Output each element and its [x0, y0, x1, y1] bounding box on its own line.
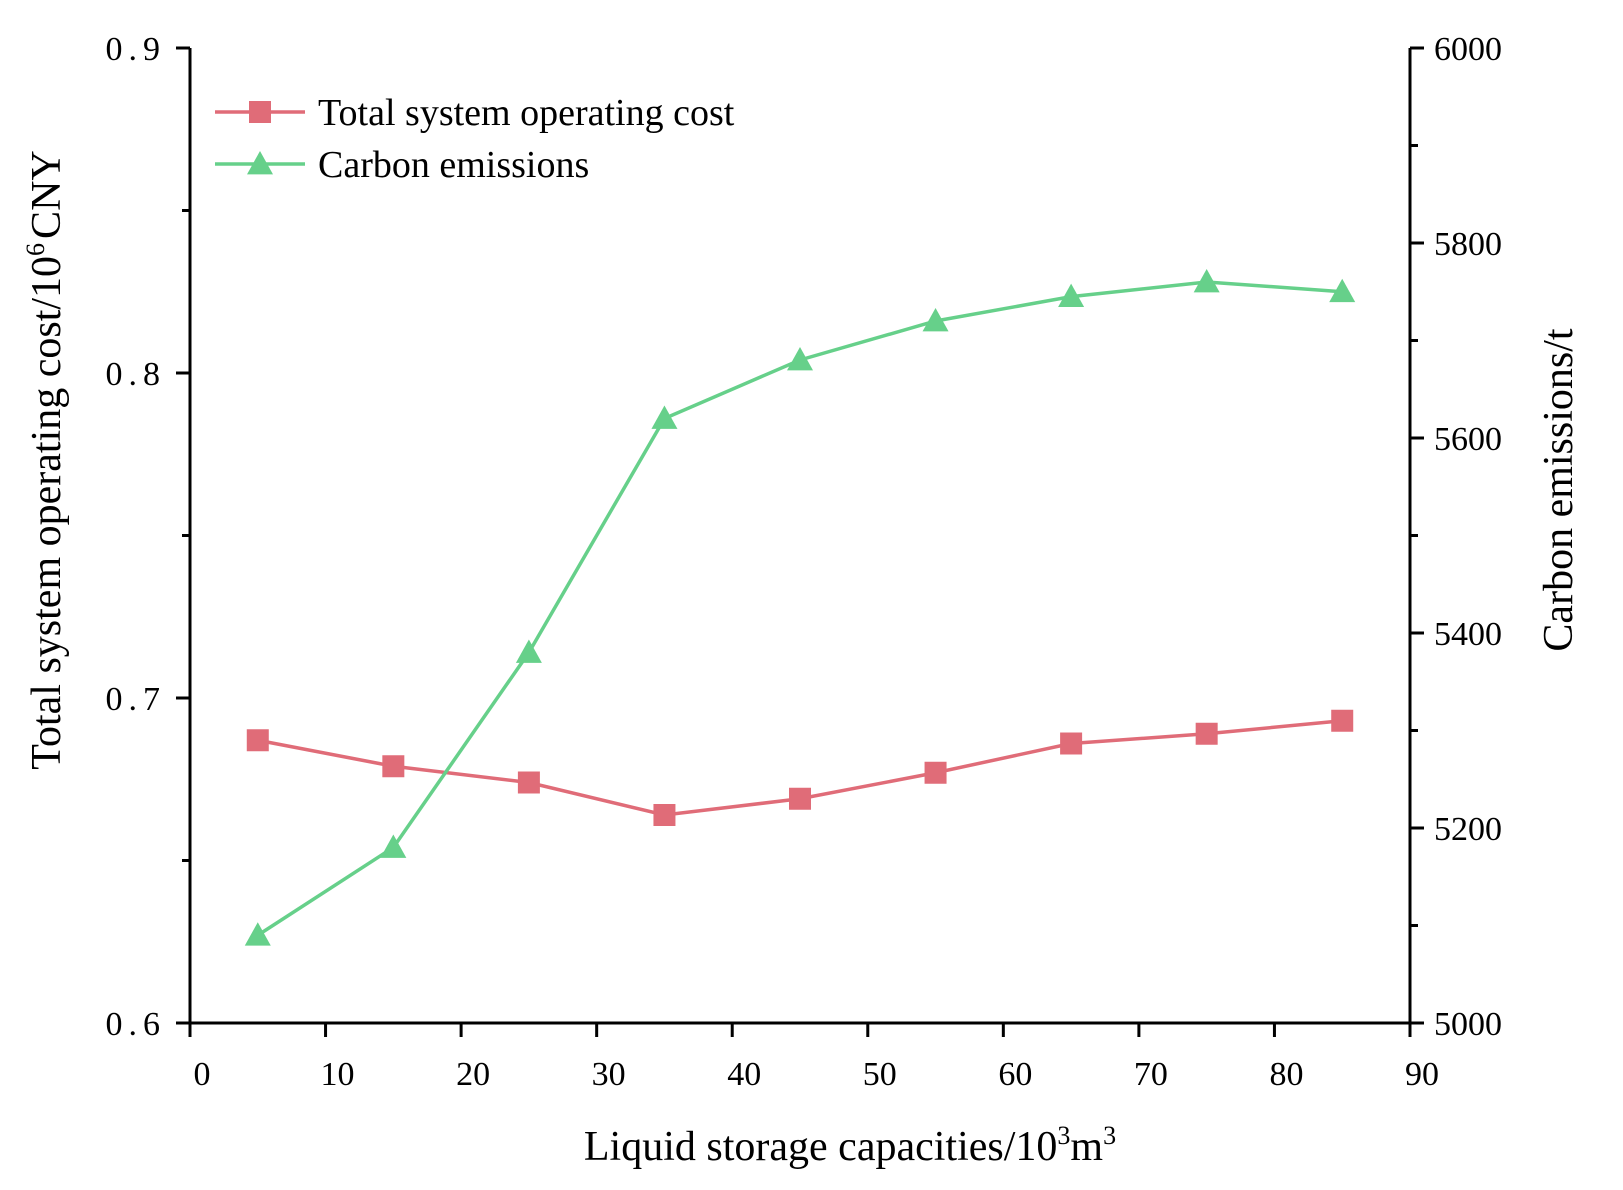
right-y-tick-label: 5200	[1434, 811, 1502, 848]
x-tick-label: 90	[1405, 1056, 1439, 1093]
data-point	[382, 755, 405, 778]
data-point	[924, 761, 947, 784]
x-tick-label: 40	[727, 1056, 761, 1093]
right-y-tick-label: 6000	[1434, 31, 1502, 68]
left-y-tick-label: 0.6	[106, 1006, 167, 1043]
data-point	[244, 922, 271, 946]
plot-frame	[188, 48, 1412, 1025]
right-y-axis-ticks: 5000 5200 5400 5600 5800 6000	[1410, 31, 1502, 1043]
legend: Total system operating cost Carbon emissi…	[215, 92, 735, 186]
data-point	[1193, 269, 1220, 293]
left-y-tick-label: 0.9	[106, 31, 167, 68]
x-tick-label: 10	[321, 1056, 355, 1093]
data-point	[1060, 732, 1083, 755]
x-tick-label: 30	[592, 1056, 626, 1093]
data-point	[517, 771, 540, 794]
x-tick-label: 80	[1269, 1056, 1303, 1093]
data-point	[246, 729, 269, 752]
series-carbon-emissions	[244, 269, 1356, 946]
data-point	[380, 834, 407, 858]
data-point	[922, 308, 949, 332]
data-point	[1058, 283, 1085, 308]
data-point	[789, 787, 811, 810]
legend-item: Total system operating cost	[215, 92, 735, 134]
legend-marker	[249, 101, 271, 123]
data-point	[651, 405, 678, 429]
left-y-axis-title: Total system operating cost/106CNY	[21, 150, 70, 770]
right-y-tick-label: 5800	[1434, 226, 1502, 263]
x-tick-label: 60	[998, 1056, 1032, 1093]
series-line	[256, 280, 1343, 937]
data-point	[1195, 722, 1218, 745]
data-point	[515, 639, 542, 663]
legend-item: Carbon emissions	[215, 144, 589, 186]
series-operating-cost	[246, 709, 1354, 826]
legend-label: Carbon emissions	[318, 144, 589, 186]
x-axis-ticks: 0 10 20 30 40 50 60 70 80 90	[188, 1023, 1439, 1093]
x-tick-label: 0	[194, 1056, 211, 1093]
data-point	[653, 804, 676, 826]
legend-label: Total system operating cost	[318, 92, 735, 134]
right-y-tick-label: 5000	[1434, 1006, 1502, 1043]
left-y-axis-ticks: 0.6 0.7 0.8 0.9	[106, 31, 190, 1043]
left-y-tick-label: 0.7	[106, 681, 167, 718]
data-point	[1329, 278, 1356, 303]
x-tick-label: 50	[863, 1056, 897, 1093]
right-y-axis-title: Carbon emissions/t	[1536, 328, 1582, 651]
right-y-tick-label: 5600	[1434, 421, 1502, 458]
left-y-tick-label: 0.8	[106, 356, 167, 393]
x-axis-title: Liquid storage capacities/103m3	[584, 1121, 1116, 1170]
x-tick-label: 70	[1134, 1056, 1168, 1093]
data-point	[787, 347, 813, 371]
x-tick-label: 20	[456, 1056, 490, 1093]
right-y-tick-label: 5400	[1434, 616, 1502, 653]
data-point	[1331, 709, 1354, 732]
series-layer	[244, 269, 1356, 946]
legend-marker	[247, 151, 273, 175]
